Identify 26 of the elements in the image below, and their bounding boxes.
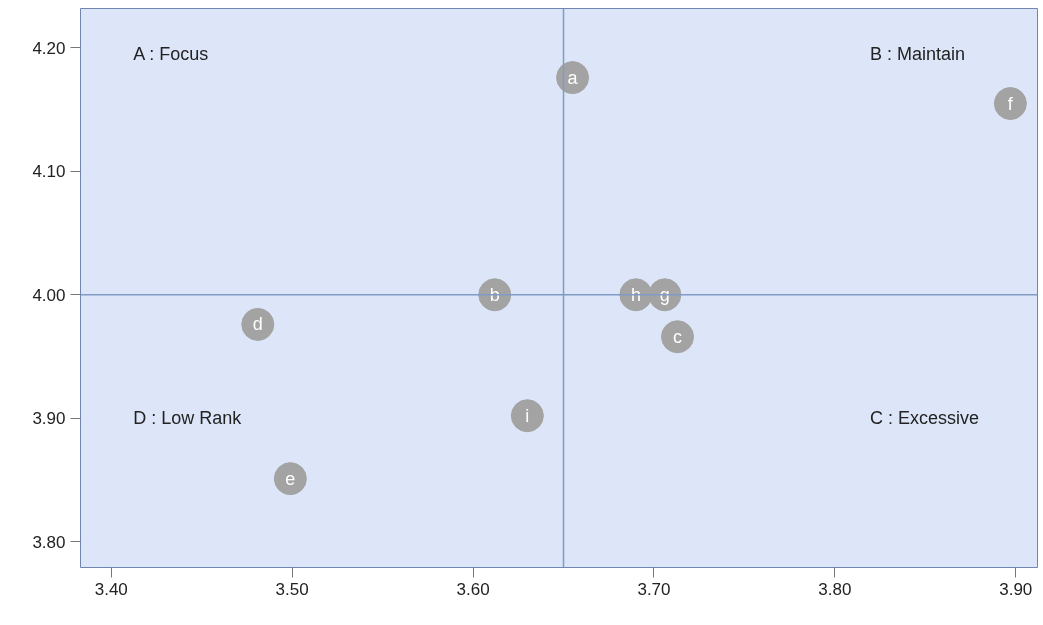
y-tick-label: 3.80: [32, 532, 66, 552]
data-label: i: [525, 405, 530, 426]
x-tick-label: 3.90: [999, 579, 1033, 599]
data-label: e: [285, 469, 296, 490]
annotation: A : Focus: [133, 43, 209, 64]
annotation: B : Maintain: [870, 43, 966, 64]
y-tick-label: 4.00: [32, 285, 66, 305]
x-tick-label: 3.80: [818, 579, 852, 599]
point: [660, 320, 694, 354]
data-label: c: [672, 326, 682, 347]
point: [556, 61, 590, 95]
data-label: f: [1007, 93, 1014, 114]
annotation: D : Low Rank: [133, 407, 243, 428]
x-tick-label: 3.70: [637, 579, 671, 599]
data-label: d: [252, 314, 263, 335]
point: [993, 87, 1027, 120]
point: [510, 399, 544, 433]
data-label: a: [567, 67, 579, 88]
x-tick-label: 3.50: [275, 579, 309, 599]
y-tick-label: 4.10: [32, 162, 66, 182]
annotation: C : Excessive: [870, 407, 980, 428]
point: [273, 462, 307, 496]
y-tick-label: 4.20: [32, 38, 66, 58]
x-tick-label: 3.60: [456, 579, 490, 599]
y-tick-label: 3.90: [32, 409, 66, 429]
x-tick-label: 3.40: [94, 579, 128, 599]
